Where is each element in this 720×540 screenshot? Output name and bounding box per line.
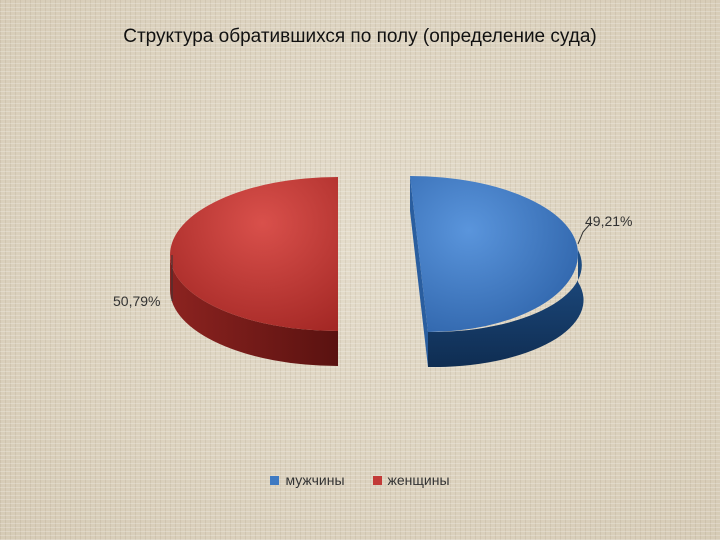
legend-label-мужчины: мужчины [285, 472, 345, 488]
leader-line-мужчины [577, 223, 591, 245]
slice-side-женщины [170, 255, 338, 366]
slice-side-мужчины [428, 250, 584, 368]
legend-swatch-мужчины [270, 475, 280, 485]
legend-label-женщины: женщины [387, 472, 450, 488]
slice-inner-мужчины [410, 176, 428, 367]
legend-item-мужчины: мужчины [270, 472, 345, 488]
legend-item-женщины: женщины [372, 472, 450, 488]
legend-swatch-женщины [372, 475, 382, 485]
chart-title: Структура обратившихся по полу (определе… [123, 26, 597, 47]
slice-мужчины [410, 176, 578, 332]
data-label-женщины: 50,79% [113, 293, 160, 309]
slice-женщины [170, 177, 338, 331]
data-label-мужчины: 49,21% [585, 213, 632, 229]
legend: мужчины женщины [0, 472, 720, 488]
